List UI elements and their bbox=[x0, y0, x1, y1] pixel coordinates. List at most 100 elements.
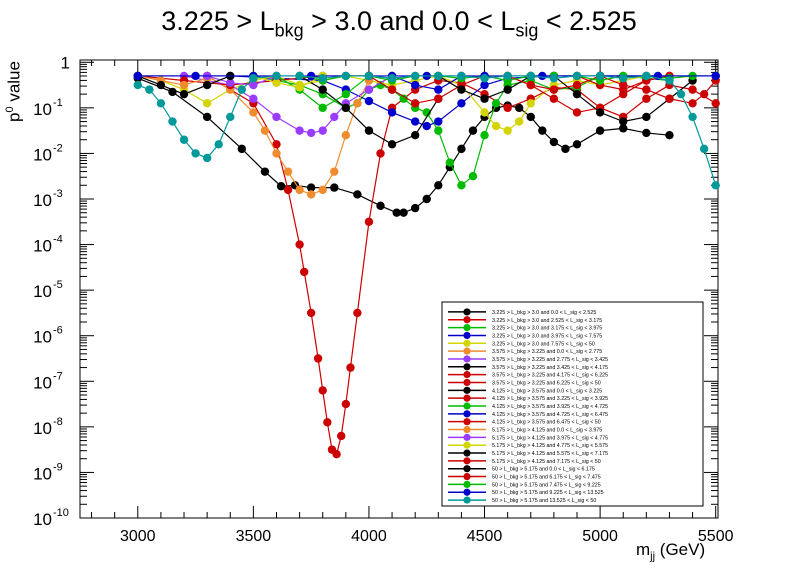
data-point bbox=[619, 124, 628, 133]
series-25 bbox=[133, 71, 720, 190]
legend-marker bbox=[463, 410, 471, 418]
legend-marker bbox=[463, 488, 471, 496]
legend-label: 3.225 > L_bkg > 3.0 and 3.175 < L_sig < … bbox=[492, 326, 602, 332]
data-point bbox=[249, 108, 258, 117]
data-point bbox=[549, 94, 559, 103]
x-tick-label: 3000 bbox=[120, 528, 156, 545]
data-point bbox=[410, 117, 420, 126]
y-tick-exponent: -2 bbox=[53, 142, 63, 154]
y-tick-exponent: -1 bbox=[53, 97, 63, 109]
data-point bbox=[595, 108, 605, 117]
data-point bbox=[387, 108, 397, 117]
legend-label: 4.125 > L_bkg > 3.575 and 0.0 < L_sig < … bbox=[492, 388, 602, 394]
data-point bbox=[202, 80, 212, 90]
title-mid: > 3.0 and 0.0 < L bbox=[303, 6, 516, 36]
data-point bbox=[202, 99, 212, 108]
data-point bbox=[468, 172, 478, 181]
data-point bbox=[249, 94, 258, 103]
data-point bbox=[179, 89, 189, 99]
y-tick-exponent: -8 bbox=[53, 416, 63, 428]
data-point bbox=[364, 96, 374, 106]
data-point bbox=[434, 85, 443, 94]
y-tick-label: 10 bbox=[33, 100, 52, 119]
data-point bbox=[457, 71, 466, 81]
data-point bbox=[214, 140, 223, 149]
x-axis-label: mjj (GeV) bbox=[636, 540, 705, 562]
legend-label: 4.125 > L_bkg > 3.575 and 6.475 < L_sig … bbox=[492, 420, 601, 426]
data-point bbox=[295, 71, 304, 81]
data-point bbox=[300, 267, 309, 277]
y-tick-exponent: -6 bbox=[53, 325, 63, 337]
legend-marker bbox=[463, 394, 471, 402]
y-tick-exponent: -9 bbox=[53, 461, 63, 473]
data-point bbox=[306, 128, 316, 138]
data-point bbox=[306, 308, 316, 318]
title-prefix: 3.225 > L bbox=[161, 6, 275, 36]
y-tick-exponent: -10 bbox=[53, 507, 69, 519]
y-tick-label: 10 bbox=[33, 419, 52, 438]
data-point bbox=[595, 71, 605, 81]
legend-label: 3.575 > L_bkg > 3.225 and 0.0 < L_sig < … bbox=[492, 349, 602, 355]
legend-label: 5.175 > L_bkg > 4.125 and 3.975 < L_sig … bbox=[492, 435, 608, 441]
data-point bbox=[202, 112, 212, 122]
data-point bbox=[711, 181, 720, 190]
data-point bbox=[353, 99, 362, 108]
data-point bbox=[341, 89, 351, 99]
data-point bbox=[387, 140, 397, 149]
legend-label: 3.225 > L_bkg > 3.0 and 3.975 < L_sig < … bbox=[492, 333, 602, 339]
data-point bbox=[156, 80, 166, 90]
legend-label: 3.225 > L_bkg > 3.0 and 7.575 < L_sig < … bbox=[492, 341, 595, 347]
data-point bbox=[330, 167, 339, 176]
data-point bbox=[410, 130, 420, 140]
data-point bbox=[306, 183, 316, 192]
legend-marker bbox=[463, 441, 471, 449]
data-point bbox=[249, 80, 258, 90]
x-tick-label: 4500 bbox=[467, 528, 503, 545]
data-point bbox=[711, 99, 720, 108]
data-point bbox=[503, 126, 512, 135]
data-point bbox=[699, 89, 709, 99]
data-point bbox=[480, 80, 489, 90]
data-point bbox=[457, 85, 466, 94]
title-sub-sig: sig bbox=[515, 20, 539, 41]
data-point bbox=[353, 190, 362, 199]
data-point bbox=[480, 130, 489, 140]
data-point bbox=[306, 71, 316, 81]
data-point bbox=[202, 153, 212, 163]
data-point bbox=[410, 80, 420, 90]
y-tick-label: 10 bbox=[33, 464, 52, 483]
legend-label: 3.575 > L_bkg > 3.225 and 4.175 < L_sig … bbox=[492, 373, 608, 379]
data-point bbox=[364, 85, 374, 94]
data-point bbox=[480, 94, 489, 103]
data-point bbox=[410, 71, 420, 81]
data-point bbox=[318, 126, 327, 135]
series-line bbox=[507, 75, 670, 114]
legend-label: 4.125 > L_bkg > 3.575 and 3.925 < L_sig … bbox=[492, 404, 608, 410]
data-point bbox=[306, 190, 316, 199]
y-tick-label: 10 bbox=[33, 145, 52, 164]
x-tick-label: 3500 bbox=[236, 528, 272, 545]
data-point bbox=[457, 144, 466, 154]
data-point bbox=[480, 108, 489, 117]
data-point bbox=[318, 386, 327, 395]
legend-label: 5.175 > L_bkg > 4.125 and 5.575 < L_sig … bbox=[492, 451, 608, 457]
data-point bbox=[387, 74, 397, 83]
chart-title: 3.225 > Lbkg > 3.0 and 0.0 < Lsig < 2.52… bbox=[0, 6, 798, 41]
data-point bbox=[619, 74, 628, 83]
y-tick-label: 10 bbox=[33, 237, 52, 256]
legend-marker bbox=[463, 308, 471, 316]
data-point bbox=[318, 74, 327, 83]
legend-marker bbox=[463, 363, 471, 371]
data-point bbox=[665, 130, 674, 140]
legend: 3.225 > L_bkg > 3.0 and 0.0 < L_sig < 2.… bbox=[441, 301, 704, 507]
y-tick-label: 1 bbox=[61, 53, 70, 72]
data-point bbox=[515, 117, 524, 126]
data-point bbox=[561, 144, 570, 154]
legend-marker bbox=[463, 316, 471, 324]
legend-marker bbox=[463, 386, 471, 394]
y-tick-exponent: -7 bbox=[53, 370, 63, 382]
data-point bbox=[323, 418, 332, 427]
data-point bbox=[272, 78, 281, 87]
data-point bbox=[688, 85, 697, 94]
